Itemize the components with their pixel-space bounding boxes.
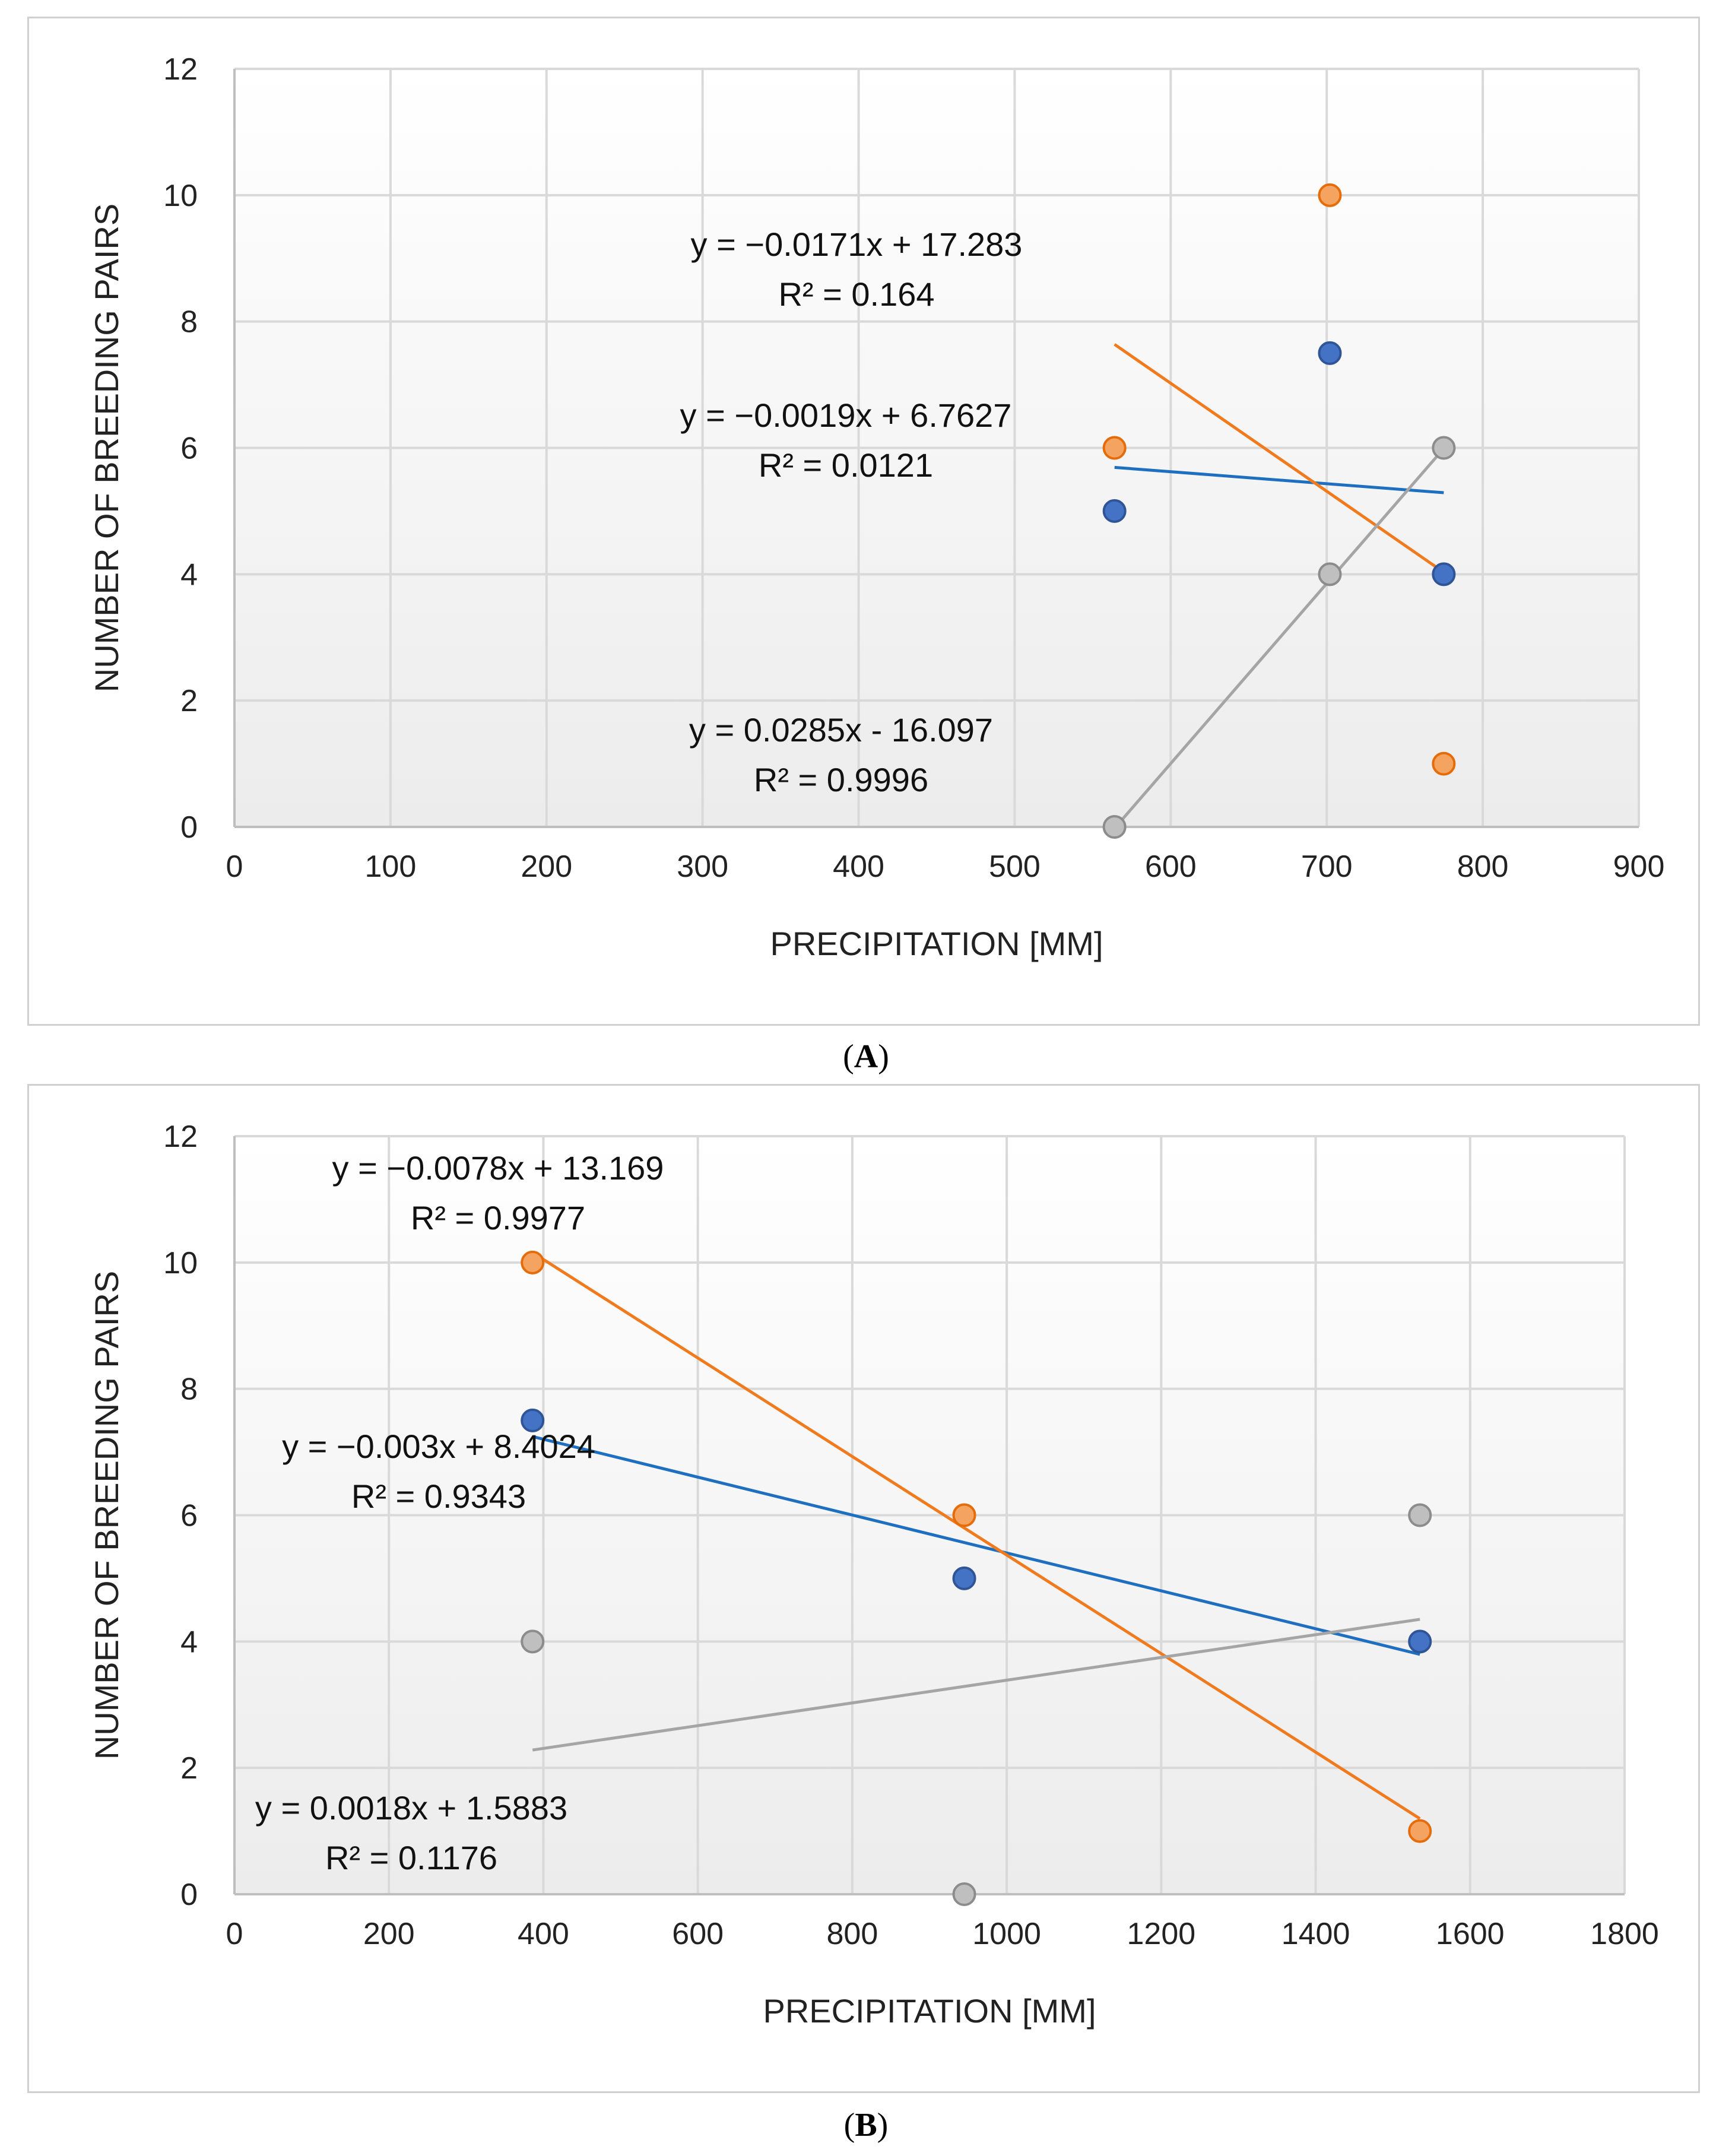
data-point-orange [952, 1503, 976, 1527]
trendline-equation-gray: y = 0.0018x + 1.5883 [255, 1789, 567, 1827]
x-tick-label: 400 [833, 849, 884, 884]
trendline-r2-gray: R² = 0.1176 [325, 1839, 497, 1876]
trendline-r2-orange: R² = 0.164 [778, 275, 934, 313]
trendline-equation-gray: y = 0.0285x - 16.097 [689, 711, 993, 749]
x-tick-label: 800 [827, 1917, 878, 1951]
y-tick-label: 2 [180, 684, 198, 718]
trendline-orange [1114, 343, 1445, 574]
y-tick-label: 10 [163, 179, 198, 213]
y-axis-title: NUMBER OF BREEDING PAIRS [88, 204, 125, 693]
data-point-blue [1318, 341, 1342, 365]
data-point-gray [1318, 562, 1342, 586]
trendline-blue [532, 1435, 1420, 1656]
data-point-orange [521, 1250, 545, 1274]
caption-a-label: A [854, 1038, 878, 1075]
data-point-gray [1432, 436, 1456, 460]
trendline-orange [531, 1251, 1421, 1820]
data-point-orange [1408, 1819, 1432, 1843]
y-tick-label: 6 [180, 432, 198, 466]
y-tick-label: 4 [180, 557, 198, 592]
data-point-gray [1408, 1503, 1432, 1527]
data-point-blue [952, 1566, 976, 1590]
x-tick-label: 500 [989, 849, 1041, 884]
y-tick-label: 12 [163, 1120, 198, 1154]
trendline-r2-orange: R² = 0.9977 [411, 1199, 585, 1236]
x-tick-label: 0 [226, 849, 243, 884]
x-tick-label: 1400 [1281, 1917, 1350, 1951]
x-tick-label: 400 [518, 1917, 569, 1951]
trendline-equation-blue: y = −0.0019x + 6.7627 [680, 397, 1012, 434]
data-point-orange [1318, 183, 1342, 207]
x-tick-label: 1000 [972, 1917, 1041, 1951]
y-axis-title: NUMBER OF BREEDING PAIRS [88, 1271, 125, 1760]
x-tick-label: 0 [226, 1917, 243, 1951]
trendline-equation-orange: y = −0.0171x + 17.283 [691, 226, 1023, 263]
trendline-equation-orange: y = −0.0078x + 13.169 [332, 1149, 664, 1187]
trendline-r2-blue: R² = 0.9343 [351, 1478, 526, 1515]
x-tick-label: 100 [365, 849, 417, 884]
data-point-gray [521, 1629, 545, 1654]
y-tick-label: 8 [180, 305, 198, 340]
chart-a-svg: 0 100 200 300 400 500 600 700 800 900 0 2 4 6 8 10 12 PRE… [88, 52, 1665, 962]
y-tick-label: 2 [180, 1751, 198, 1786]
caption-b-label: B [855, 2107, 877, 2144]
caption-a: (A) [843, 1038, 889, 1075]
x-tick-label: 900 [1613, 849, 1665, 884]
trendline-gray [532, 1618, 1420, 1752]
data-point-orange [1102, 436, 1127, 460]
x-tick-label: 200 [521, 849, 572, 884]
x-tick-label: 1600 [1436, 1917, 1505, 1951]
data-point-blue [1102, 499, 1127, 523]
x-tick-label: 800 [1457, 849, 1509, 884]
trendline-blue [1114, 465, 1444, 494]
data-point-orange [1432, 752, 1456, 776]
y-tick-label: 12 [163, 52, 198, 87]
x-tick-label: 300 [677, 849, 728, 884]
x-tick-label: 200 [363, 1917, 415, 1951]
x-tick-label: 1800 [1590, 1917, 1659, 1951]
y-tick-label: 0 [180, 810, 198, 845]
x-axis-title: PRECIPITATION [MM] [763, 1992, 1096, 2030]
chart-panel-b: 0 200 400 600 800 1000 1200 1400 1600 1800 0 2 4 6 8 10… [27, 1084, 1700, 2093]
y-tick-label: 6 [180, 1499, 198, 1533]
data-point-blue [1432, 562, 1456, 586]
x-tick-label: 600 [1145, 849, 1197, 884]
trendline-gray [1113, 447, 1445, 830]
y-tick-label: 4 [180, 1625, 198, 1659]
caption-b: (B) [843, 2107, 889, 2144]
data-point-blue [521, 1408, 545, 1432]
data-point-gray [952, 1882, 976, 1906]
chart-panel-a: 0 100 200 300 400 500 600 700 800 900 0 2 4 6 8 10 12 PRE… [27, 17, 1700, 1026]
trendline-r2-gray: R² = 0.9996 [754, 761, 928, 798]
y-tick-label: 8 [180, 1372, 198, 1407]
trendline-r2-blue: R² = 0.0121 [759, 446, 933, 484]
chart-b-svg: 0 200 400 600 800 1000 1200 1400 1600 1800 0 2 4 6 8 10… [88, 1120, 1659, 2030]
x-axis-title: PRECIPITATION [MM] [770, 925, 1103, 962]
trendline-equation-blue: y = −0.003x + 8.4024 [282, 1428, 595, 1465]
x-tick-label: 600 [672, 1917, 724, 1951]
data-point-blue [1408, 1629, 1432, 1654]
data-point-gray [1102, 815, 1127, 839]
x-tick-label: 700 [1301, 849, 1353, 884]
x-tick-label: 1200 [1127, 1917, 1195, 1951]
y-tick-label: 10 [163, 1246, 198, 1280]
y-tick-label: 0 [180, 1878, 198, 1912]
